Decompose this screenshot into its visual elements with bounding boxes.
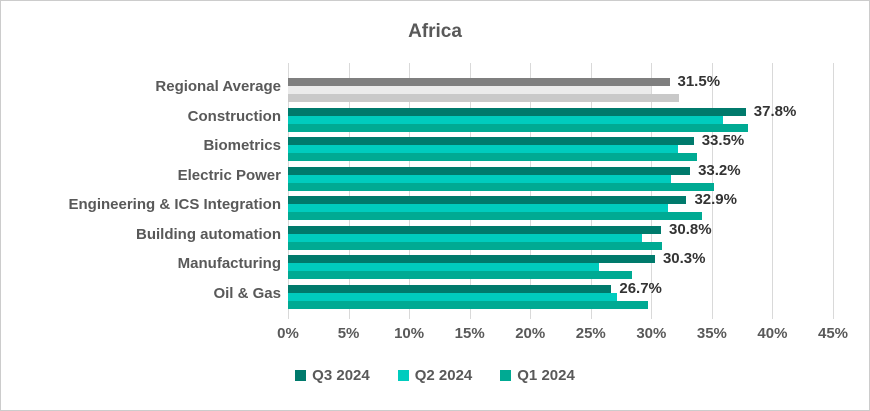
x-tick-label: 30% (636, 325, 667, 342)
bar-q2-2024 (288, 233, 642, 242)
data-label: 33.5% (701, 132, 745, 149)
bar-q3-2024 (288, 225, 662, 234)
bar-q3-2024 (288, 166, 691, 175)
legend-item: Q2 2024 (397, 367, 473, 384)
category-label: Construction (187, 107, 281, 125)
bar-q2-2024 (288, 263, 600, 271)
chart-title: Africa (408, 21, 462, 42)
gridline (590, 63, 592, 319)
bar-q2-2024 (288, 292, 618, 301)
bar-q3-2024 (288, 107, 746, 116)
bar-q1-2024 (288, 94, 680, 102)
category-label: Regional Average (155, 78, 281, 95)
category-label: Engineering & ICS Integration (68, 196, 281, 213)
bar-q3-2024 (288, 78, 670, 86)
data-label: 30.8% (669, 220, 712, 238)
gridline (772, 63, 774, 319)
category-label: Electric Power (177, 166, 281, 184)
x-tick-label: 35% (696, 325, 727, 342)
x-tick-label: 5% (337, 325, 360, 342)
gridline (348, 63, 350, 319)
x-tick-label: 45% (817, 325, 849, 342)
bar-q2-2024 (288, 115, 723, 124)
bar-q2-2024 (288, 174, 671, 183)
value-axis: 0% 5% 10% 15% 20% 25% 30% 35% 40% 45% (1, 325, 869, 345)
plot-area: 31.5% 37.8% 33.5% 33.2% 32.9% 30.8% 30.3% 26.7% (288, 63, 834, 319)
x-tick-label: 15% (454, 325, 485, 342)
gridline (469, 63, 471, 319)
legend-label: Q2 2024 (414, 367, 473, 384)
bar-q2-2024 (288, 204, 669, 212)
legend: Q3 2024 Q2 2024 Q1 2024 (1, 367, 869, 384)
gridline (833, 63, 834, 319)
gridline (530, 63, 532, 319)
category-label: Manufacturing (177, 255, 281, 272)
legend-swatch-icon (295, 370, 307, 381)
x-tick-label: 40% (757, 325, 788, 342)
gridline (288, 63, 289, 319)
bar-q1-2024 (288, 212, 703, 220)
legend-item: Q3 2024 (295, 367, 370, 384)
bar-q1-2024 (288, 241, 663, 250)
data-label: 33.2% (698, 161, 741, 179)
bar-q3-2024 (288, 255, 655, 263)
data-label: 31.5% (677, 73, 721, 90)
legend-swatch-icon (500, 370, 512, 381)
category-label: Building automation (136, 225, 281, 243)
bar-q2-2024 (288, 86, 652, 94)
x-tick-label: 0% (277, 325, 299, 342)
x-tick-label: 25% (575, 325, 606, 342)
bar-q1-2024 (288, 271, 632, 279)
category-label: Biometrics (203, 137, 281, 154)
x-tick-label: 10% (394, 325, 425, 342)
legend-item: Q1 2024 (500, 367, 575, 384)
bar-q1-2024 (288, 182, 715, 191)
bar-q2-2024 (288, 145, 678, 153)
bar-q1-2024 (288, 300, 648, 309)
data-label: 32.9% (694, 191, 737, 208)
category-label: Oil & Gas (213, 284, 281, 302)
gridline (651, 63, 653, 319)
bar-q1-2024 (288, 153, 698, 161)
data-label: 26.7% (619, 279, 662, 297)
legend-label: Q3 2024 (312, 367, 370, 384)
bar-q1-2024 (288, 123, 749, 132)
legend-label: Q1 2024 (517, 367, 575, 384)
data-label: 30.3% (662, 250, 706, 267)
bar-q3-2024 (288, 284, 612, 293)
gridline (711, 63, 713, 319)
legend-swatch-icon (397, 370, 409, 381)
bar-q3-2024 (288, 137, 694, 145)
x-tick-label: 20% (515, 325, 546, 342)
gridline (409, 63, 411, 319)
data-label: 37.8% (753, 102, 797, 120)
bar-q3-2024 (288, 196, 687, 204)
